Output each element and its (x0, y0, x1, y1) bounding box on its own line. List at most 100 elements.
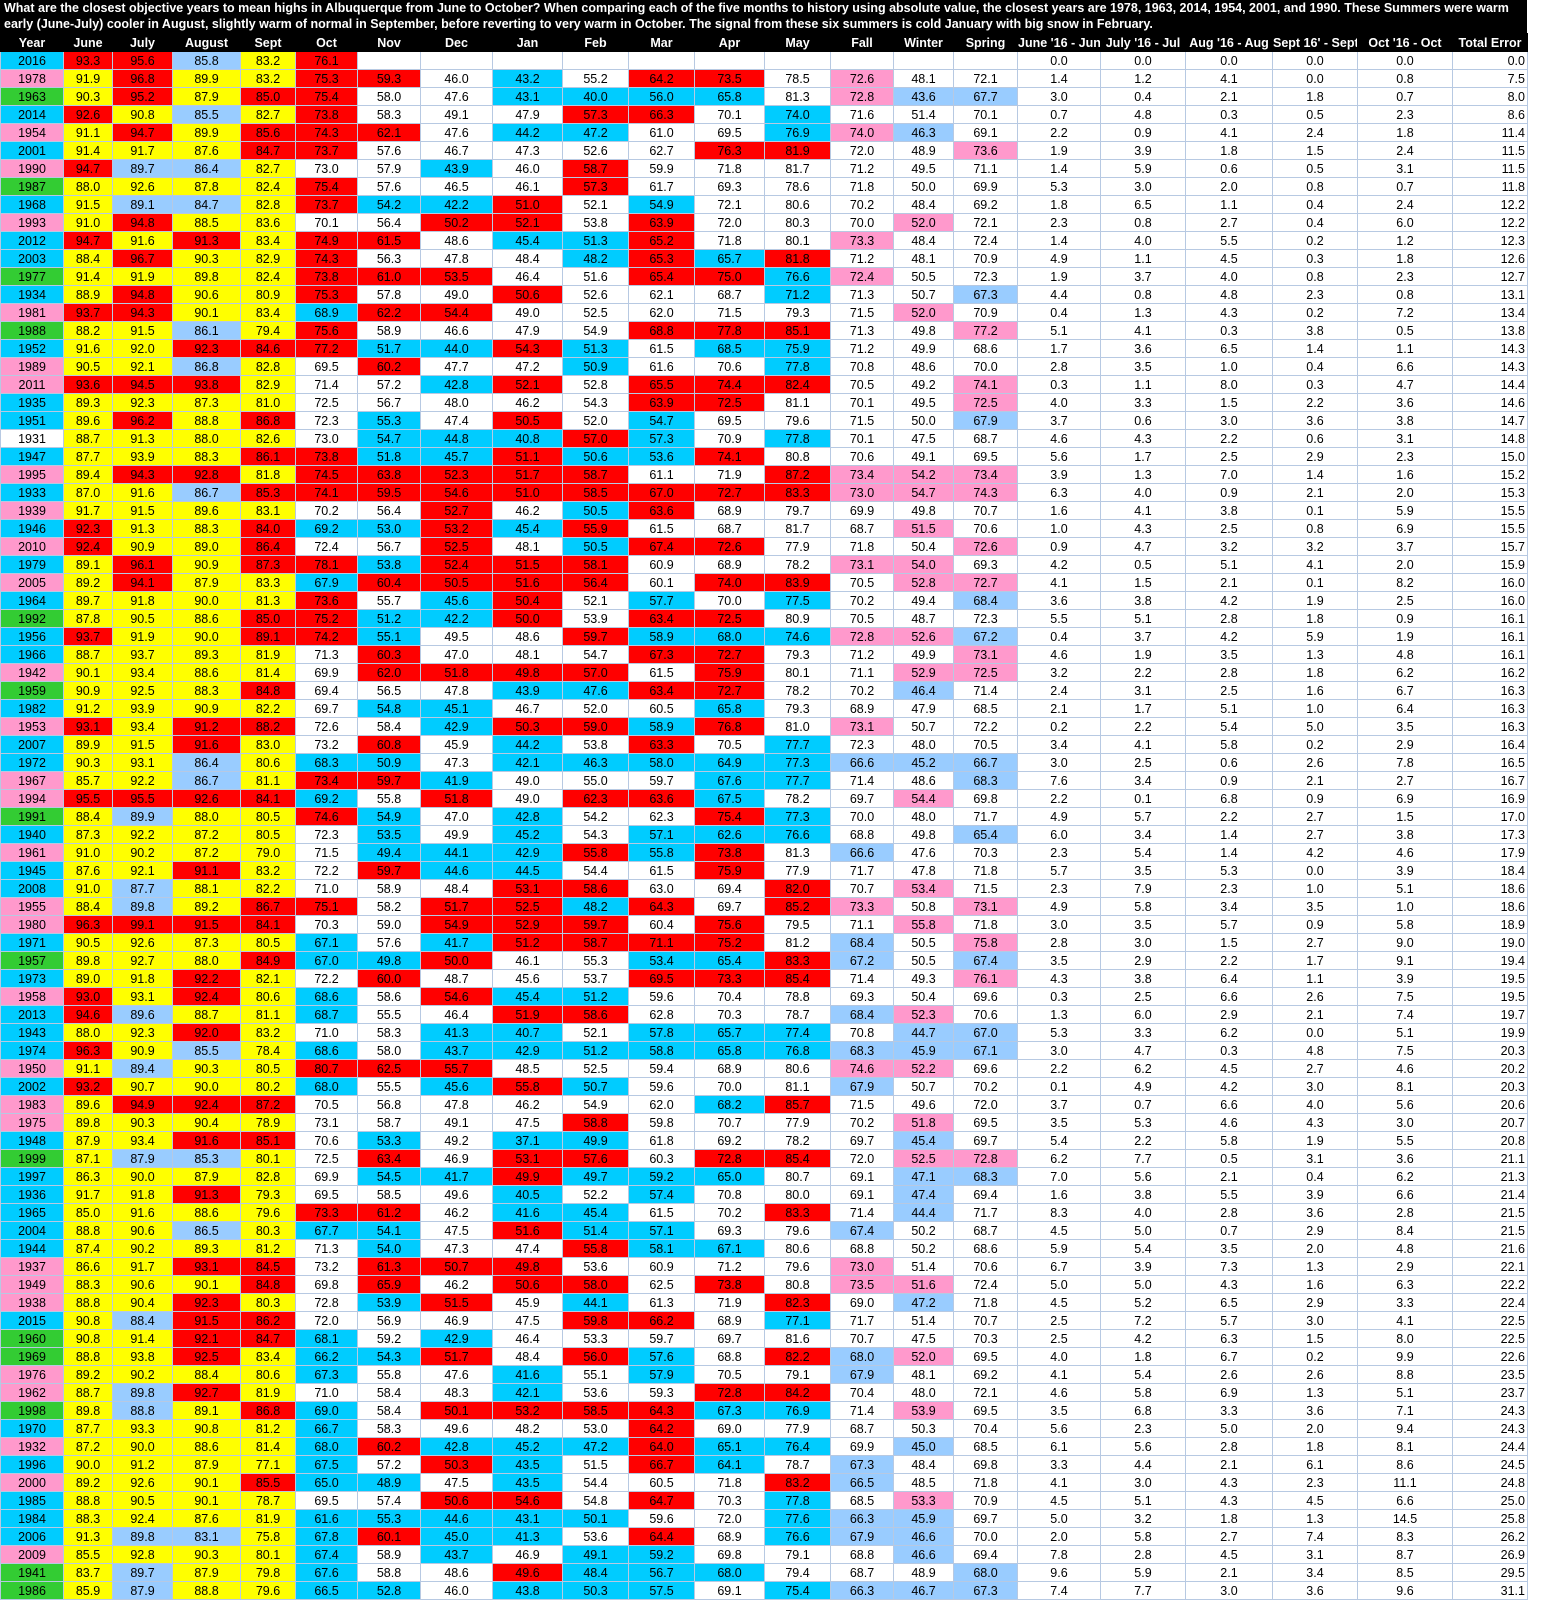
year-cell: 1996 (0, 1455, 64, 1474)
value-cell: 70.2 (694, 1203, 765, 1222)
value-cell: 51.8 (357, 447, 421, 466)
value-cell: 0.0 (1185, 51, 1273, 70)
value-cell: 75.3 (295, 69, 358, 88)
year-cell: 2001 (0, 141, 64, 160)
value-cell: 50.7 (420, 1257, 493, 1276)
value-cell: 5.8 (1185, 1131, 1273, 1150)
value-cell: 86.7 (240, 897, 296, 916)
value-cell: 85.4 (764, 1149, 831, 1168)
value-cell: 68.7 (830, 519, 894, 538)
value-cell: 2.9 (1357, 735, 1453, 754)
value-cell: 79.6 (764, 411, 831, 430)
value-cell: 19.5 (1452, 987, 1528, 1006)
value-cell: 92.1 (112, 861, 173, 880)
year-cell: 1968 (0, 195, 64, 214)
value-cell: 0.4 (1272, 213, 1358, 232)
value-cell: 47.1 (893, 1167, 954, 1186)
value-cell: 24.3 (1452, 1401, 1528, 1420)
value-cell: 5.5 (1185, 1185, 1273, 1204)
value-cell: 80.8 (764, 1275, 831, 1294)
value-cell: 87.9 (172, 1167, 241, 1186)
value-cell: 4.3 (1185, 1491, 1273, 1510)
value-cell (492, 51, 563, 70)
value-cell: 64.1 (694, 1455, 765, 1474)
value-cell: 50.0 (893, 411, 954, 430)
table-row: 1962 88.7 89.8 92.7 81.9 71.0 58.4 48.3 42.1 53.6… (0, 1383, 1528, 1402)
value-cell: 89.8 (112, 1527, 173, 1546)
value-cell: 52.9 (492, 915, 563, 934)
value-cell: 2.3 (1185, 879, 1273, 898)
value-cell: 93.1 (112, 753, 173, 772)
value-cell: 22.6 (1452, 1347, 1528, 1366)
value-cell: 85.3 (172, 1149, 241, 1168)
value-cell: 0.9 (1357, 609, 1453, 628)
value-cell: 16.7 (1452, 771, 1528, 790)
value-cell: 91.8 (112, 969, 173, 988)
value-cell: 92.3 (172, 1293, 241, 1312)
value-cell: 15.5 (1452, 519, 1528, 538)
value-cell: 69.6 (953, 987, 1018, 1006)
value-cell: 3.7 (1100, 627, 1186, 646)
value-cell: 91.0 (63, 879, 113, 898)
value-cell: 47.6 (420, 87, 493, 106)
value-cell: 45.7 (420, 447, 493, 466)
value-cell: 68.7 (694, 285, 765, 304)
year-cell: 1975 (0, 1113, 64, 1132)
value-cell: 69.4 (953, 1545, 1018, 1564)
value-cell: 73.1 (830, 717, 894, 736)
value-cell: 5.3 (1017, 1023, 1101, 1042)
table-row: 2009 85.5 92.8 90.3 80.1 67.4 58.9 43.7 46.9 49.1… (0, 1545, 1528, 1564)
year-cell: 1973 (0, 969, 64, 988)
year-cell: 1936 (0, 1185, 64, 1204)
value-cell (953, 51, 1018, 70)
value-cell: 58.0 (357, 87, 421, 106)
value-cell: 73.5 (694, 69, 765, 88)
value-cell: 58.5 (357, 1185, 421, 1204)
value-cell: 0.6 (1185, 159, 1273, 178)
value-cell: 49.8 (893, 825, 954, 844)
value-cell: 2.1 (1185, 1455, 1273, 1474)
value-cell: 0.6 (1272, 429, 1358, 448)
value-cell: 2.3 (1357, 447, 1453, 466)
value-cell: 77.9 (764, 537, 831, 556)
value-cell: 54.6 (420, 483, 493, 502)
value-cell: 73.8 (694, 1275, 765, 1294)
value-cell: 16.1 (1452, 609, 1528, 628)
value-cell: 51.5 (562, 1455, 629, 1474)
value-cell: 88.0 (172, 951, 241, 970)
value-cell: 77.8 (764, 429, 831, 448)
value-cell: 7.0 (1017, 1167, 1101, 1186)
value-cell: 0.3 (1185, 321, 1273, 340)
value-cell: 48.0 (893, 1383, 954, 1402)
table-row: 1987 88.0 92.6 87.8 82.4 75.4 57.6 46.5 46.1 57.3… (0, 177, 1528, 196)
value-cell: 73.0 (295, 159, 358, 178)
value-cell: 3.2 (1272, 537, 1358, 556)
value-cell: 83.0 (240, 735, 296, 754)
table-row: 1979 89.1 96.1 90.9 87.3 78.1 53.8 52.4 51.5 58.1… (0, 555, 1528, 574)
value-cell: 68.0 (953, 1563, 1018, 1582)
value-cell: 45.9 (492, 1293, 563, 1312)
value-cell: 87.9 (63, 1131, 113, 1150)
value-cell: 59.8 (562, 1311, 629, 1330)
value-cell: 56.4 (562, 573, 629, 592)
value-cell: 3.8 (1272, 321, 1358, 340)
value-cell: 91.6 (112, 483, 173, 502)
value-cell: 69.2 (295, 519, 358, 538)
table-body: 2016 93.3 95.6 85.8 83.2 76.1 0.0 0.0 0.0 0.0 0.0 0… (0, 51, 1528, 1600)
value-cell: 0.4 (1017, 303, 1101, 322)
value-cell: 64.9 (694, 753, 765, 772)
value-cell: 70.8 (830, 1023, 894, 1042)
value-cell: 47.5 (492, 1113, 563, 1132)
value-cell: 0.4 (1272, 195, 1358, 214)
value-cell: 78.7 (764, 1455, 831, 1474)
value-cell: 87.3 (172, 393, 241, 412)
value-cell: 1.0 (1357, 897, 1453, 916)
value-cell: 52.0 (893, 213, 954, 232)
value-cell: 60.5 (628, 699, 695, 718)
value-cell: 70.5 (830, 375, 894, 394)
value-cell: 85.5 (240, 1473, 296, 1492)
value-cell: 5.1 (1017, 321, 1101, 340)
value-cell: 4.8 (1357, 645, 1453, 664)
value-cell: 44.8 (420, 429, 493, 448)
value-cell: 68.6 (953, 1239, 1018, 1258)
